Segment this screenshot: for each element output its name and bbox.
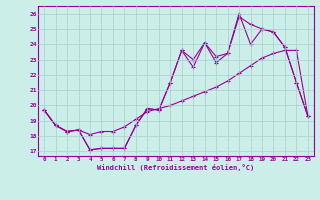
X-axis label: Windchill (Refroidissement éolien,°C): Windchill (Refroidissement éolien,°C): [97, 164, 255, 171]
